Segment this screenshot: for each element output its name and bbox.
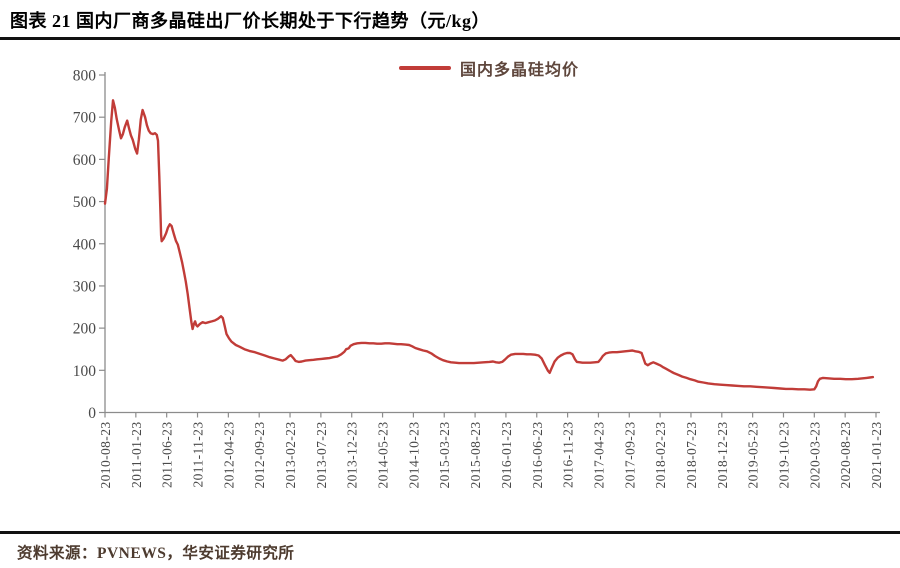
legend-label: 国内多晶硅均价 [460, 62, 580, 79]
x-tick-label: 2018-02-23 [653, 422, 668, 489]
y-tick-label: 0 [88, 405, 96, 422]
x-tick-label: 2019-10-23 [776, 422, 791, 489]
x-tick-label: 2011-01-23 [129, 422, 144, 489]
x-tick-label: 2013-12-23 [345, 422, 360, 489]
y-tick-label: 800 [73, 68, 97, 85]
x-tick-label: 2016-01-23 [499, 422, 514, 489]
y-tick-label: 500 [73, 194, 97, 211]
source-note: 资料来源：PVNEWS，华安证券研究所 [17, 545, 295, 562]
x-tick-label: 2015-08-23 [468, 421, 483, 488]
y-tick-label: 300 [73, 278, 97, 295]
x-tick-label: 2018-12-23 [715, 422, 730, 489]
y-tick-label: 400 [73, 236, 97, 253]
legend-line-marker [399, 66, 451, 70]
figure-title: 图表 21 国内厂商多晶硅出厂价长期处于下行趋势（元/kg） [10, 11, 491, 31]
title-divider [0, 37, 900, 40]
x-tick-label: 2011-06-23 [160, 422, 175, 489]
x-tick-label: 2020-03-23 [807, 422, 822, 489]
source-divider [0, 531, 900, 534]
chart-legend: 国内多晶硅均价 [399, 56, 579, 80]
x-tick-label: 2015-03-23 [437, 422, 452, 489]
x-tick-label: 2012-09-23 [252, 422, 267, 489]
x-tick-label: 2013-07-23 [314, 422, 329, 489]
x-tick-label: 2016-11-23 [561, 422, 576, 489]
x-tick-label: 2019-05-23 [746, 422, 761, 489]
x-tick-label: 2017-04-23 [591, 422, 606, 489]
x-tick-label: 2014-10-23 [406, 422, 421, 489]
x-tick-label: 2014-05-23 [376, 422, 391, 489]
x-tick-label: 2010-08-23 [98, 422, 113, 489]
x-tick-label: 2018-07-23 [684, 422, 699, 489]
x-tick-label: 2017-09-23 [622, 422, 637, 489]
x-tick-label: 2021-01-23 [869, 422, 884, 489]
x-tick-label: 2013-02-23 [283, 422, 298, 489]
y-tick-label: 100 [73, 363, 97, 380]
y-tick-label: 700 [73, 110, 97, 127]
y-tick-label: 600 [73, 152, 97, 169]
price-series-line [103, 99, 875, 391]
y-tick-label: 200 [73, 321, 97, 338]
x-tick-label: 2016-06-23 [530, 422, 545, 489]
x-tick-label: 2012-04-23 [221, 422, 236, 489]
x-tick-label: 2011-11-23 [191, 422, 206, 488]
x-tick-label: 2020-08-23 [838, 422, 853, 489]
